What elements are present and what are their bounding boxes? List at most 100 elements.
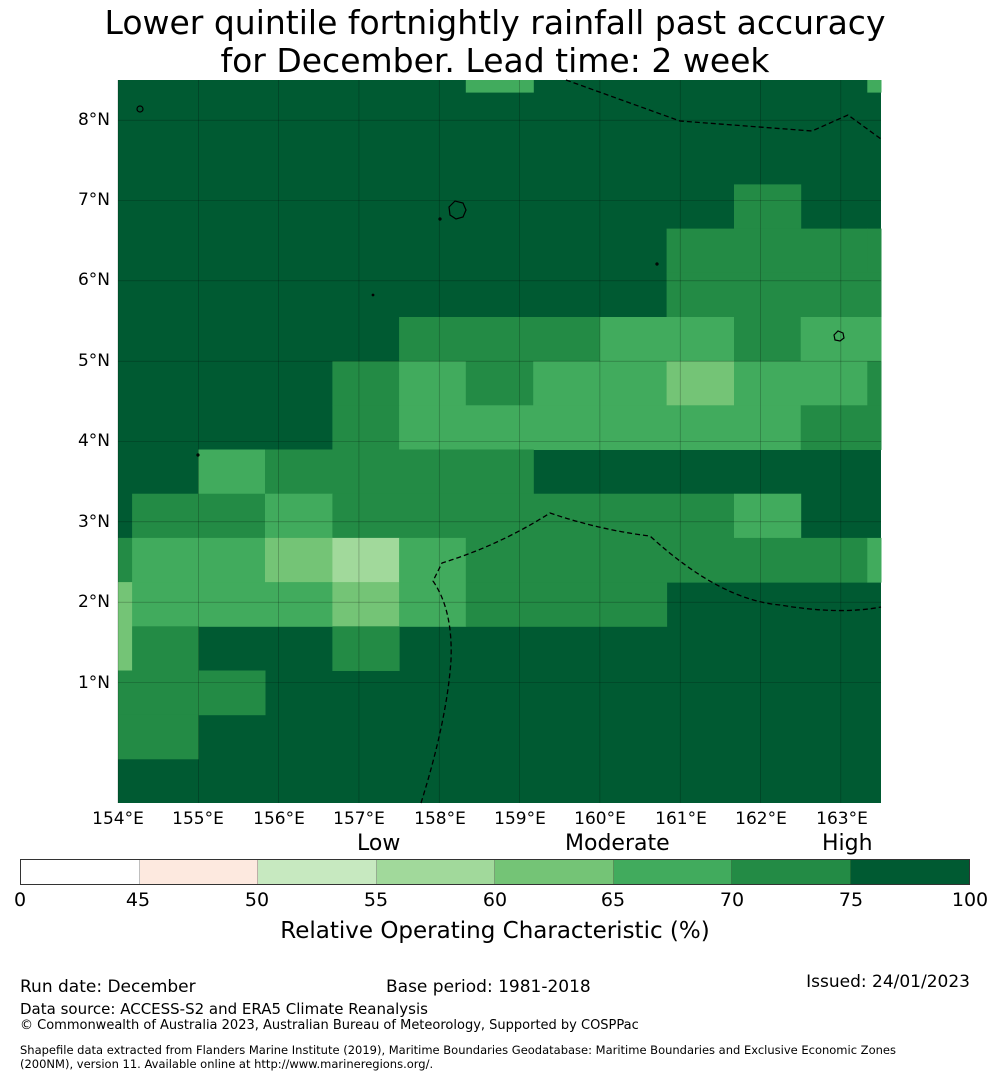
grid-cell [465,361,534,406]
island-pohnpei [448,200,467,220]
lon-label-161e: 161°E [655,809,707,829]
colorbar-segment [495,860,614,884]
grid-cell [265,537,333,583]
colorbar-tick-45: 45 [125,889,151,911]
grid-cell [465,80,534,93]
islands [136,105,845,457]
colorbar-tick-0: 0 [13,889,27,911]
grid-cell [734,361,868,406]
lon-label-156e: 156°E [253,809,305,829]
grid-cell [265,449,534,495]
grid-cell [332,493,735,539]
issued-date: Issued: 24/01/2023 [806,972,970,992]
colorbar-segment [258,860,377,884]
grid-cell [332,582,400,627]
colorbar-category-high: High [822,831,873,856]
grid-cell [118,714,199,760]
grid-cell [118,670,266,716]
grid-cell [867,537,882,583]
grid-cell [332,537,400,583]
colorbar-tick-55: 55 [363,889,389,911]
island-small-c [371,293,375,297]
base-period: Base period: 1981-2018 [386,977,591,997]
grid-cell [399,361,467,406]
grid-cells [118,80,882,760]
grid-cell [465,582,668,627]
colorbar-segment [376,860,495,884]
shapefile-credit-line-2: (200NM), version 11. Available online at… [20,1057,434,1071]
island-small-d [196,453,200,457]
grid-cell [666,228,868,274]
lon-label-162e: 162°E [735,809,787,829]
grid-cell [599,317,735,362]
colorbar-segment [613,860,732,884]
grid-cell [265,493,333,539]
grid-cell [867,80,882,93]
lon-label-163e: 163°E [816,809,868,829]
grid-cell [666,272,882,318]
lon-label-159e: 159°E [494,809,546,829]
lon-label-160e: 160°E [574,809,626,829]
grid-cell [132,493,266,539]
island-small-a [438,217,442,221]
island-kosrae [833,330,845,342]
grid-cell [332,405,400,450]
colorbar-category-low: Low [357,831,401,856]
grid-cell [332,626,400,671]
grid-cell [399,317,601,362]
colorbar-tick-50: 50 [244,889,270,911]
colorbar [20,859,970,885]
lat-label-2n: 2°N [77,592,110,612]
colorbar-tick-60: 60 [482,889,508,911]
grid-cell [734,317,802,362]
run-date: Run date: December [20,977,196,997]
data-source: Data source: ACCESS-S2 and ERA5 Climate … [20,1000,428,1018]
grid-cell [118,537,133,583]
lat-label-7n: 7°N [77,190,110,210]
colorbar-label: Relative Operating Characteristic (%) [280,918,710,944]
grid-cell [399,405,802,450]
lon-label-155e: 155°E [172,809,224,829]
grid-cell [867,361,882,406]
grid-cell [332,361,400,406]
grid-cell [132,582,333,627]
grid-cell [734,493,802,539]
lat-label-4n: 4°N [77,431,110,451]
colorbar-tick-65: 65 [600,889,626,911]
eez-boundaries [420,79,882,804]
grid-cell [465,537,868,583]
grid-cell [118,582,133,627]
lat-label-8n: 8°N [77,110,110,130]
title-line-1: Lower quintile fortnightly rainfall past… [104,3,886,42]
grid-cell [132,626,199,671]
grid-cell [867,228,882,274]
grid-cell [118,493,133,539]
lon-label-157e: 157°E [333,809,385,829]
eez-boundary-north [565,79,882,140]
colorbar-segment [732,860,851,884]
colorbar-segment [850,860,969,884]
lat-label-5n: 5°N [77,351,110,371]
grid-cell [533,361,667,406]
lat-label-3n: 3°N [77,512,110,532]
lon-label-154e: 154°E [92,809,144,829]
grid-cell [734,184,802,230]
grid-cell [198,449,266,495]
shapefile-credit-line-1: Shapefile data extracted from Flanders M… [20,1043,896,1057]
grid-cell [800,405,882,450]
grid-cell [399,582,467,627]
copyright: © Commonwealth of Australia 2023, Austra… [20,1018,639,1033]
colorbar-tick-75: 75 [838,889,864,911]
grid-cell [132,537,266,583]
lat-label-1n: 1°N [77,673,110,693]
grid-cell [666,361,735,406]
colorbar-segment [139,860,258,884]
map-gridlines [117,80,881,803]
grid-cell [800,317,882,362]
colorbar-category-moderate: Moderate [565,831,670,856]
eez-boundary-south [420,512,882,804]
grid-cell [399,537,467,583]
map-title: Lower quintile fortnightly rainfall past… [0,4,990,80]
lon-label-158e: 158°E [414,809,466,829]
grid-cell [118,626,133,671]
